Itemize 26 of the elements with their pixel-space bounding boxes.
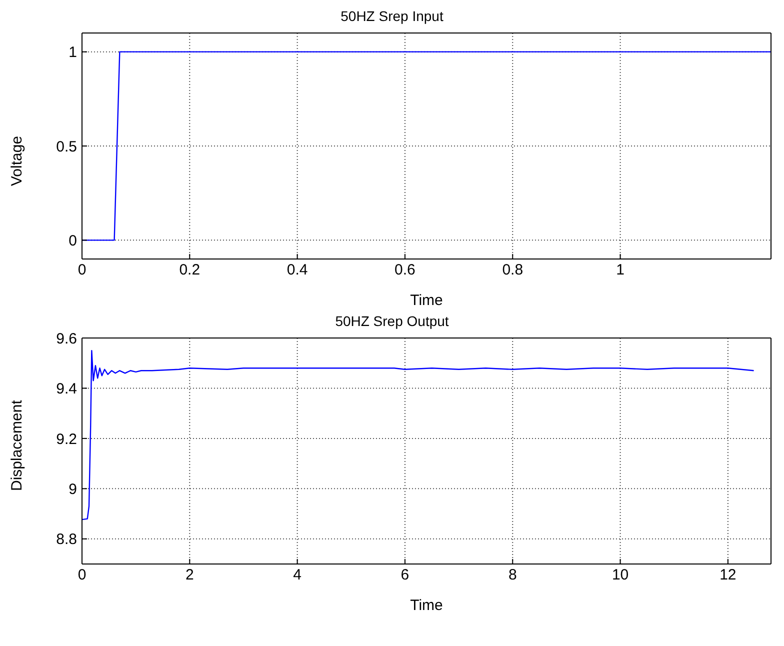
x-tick-label: 0.2 [179, 262, 200, 279]
y-axis-title: Voltage [8, 136, 26, 186]
y-tick-label: 9.2 [56, 430, 77, 448]
chart-title: 50HZ Srep Output [334, 313, 450, 331]
y-tick-label: 8.8 [56, 531, 77, 548]
chart-title: 50HZ Srep Input [340, 8, 444, 26]
line-series [82, 350, 754, 520]
y-tick-label: 0.5 [56, 138, 77, 156]
y-axis-title: Displacement [8, 399, 26, 491]
y-tick-label: 9.6 [56, 330, 77, 348]
x-axis-title: Time [410, 597, 443, 614]
x-tick-label: 6 [400, 566, 410, 584]
y-tick-label: 0 [68, 232, 77, 250]
x-tick-label: 1 [616, 262, 624, 279]
x-tick-label: 0.6 [394, 262, 416, 279]
x-tick-label: 2 [185, 566, 194, 584]
y-tick-label: 1 [68, 44, 77, 62]
y-tick-label: 9 [68, 480, 77, 498]
y-tick-label: 9.4 [56, 380, 77, 398]
x-tick-label: 0.8 [502, 262, 524, 279]
x-tick-label: 0.4 [286, 262, 308, 279]
x-tick-label: 4 [293, 566, 302, 584]
x-tick-label: 12 [720, 566, 736, 584]
x-tick-label: 8 [508, 566, 517, 584]
x-axis-title: Time [410, 292, 443, 309]
x-tick-label: 10 [612, 566, 629, 584]
